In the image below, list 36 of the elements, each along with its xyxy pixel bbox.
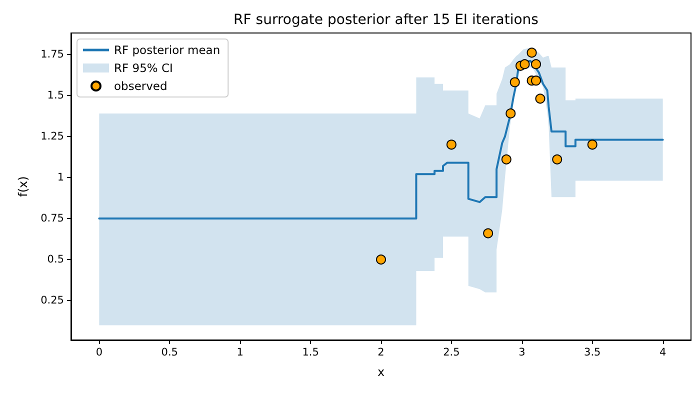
y-tick-label: 0.5 bbox=[47, 254, 64, 266]
y-tick-label: 1.25 bbox=[40, 130, 64, 142]
x-tick-label: 4 bbox=[659, 346, 666, 358]
x-tick-label: 0.5 bbox=[161, 346, 178, 358]
point bbox=[510, 77, 520, 88]
point bbox=[501, 154, 512, 164]
x-tick-label: 1.5 bbox=[302, 346, 319, 358]
x-tick-label: 0 bbox=[96, 346, 103, 358]
x-tick-label: 1 bbox=[236, 346, 244, 358]
point bbox=[531, 76, 541, 86]
chart-title: RF surrogate posterior after 15 EI iterations bbox=[234, 12, 538, 28]
y-tick-label: 0.75 bbox=[40, 212, 64, 225]
x-tick-label: 2.5 bbox=[443, 346, 460, 358]
legend-label: observed bbox=[114, 79, 168, 93]
point bbox=[483, 228, 494, 238]
y-tick-label: 1.75 bbox=[40, 48, 64, 60]
point bbox=[531, 59, 541, 70]
y-tick-label: 0.25 bbox=[40, 294, 64, 307]
point bbox=[552, 154, 562, 164]
point bbox=[376, 254, 386, 265]
y-axis-title: f(x) bbox=[16, 176, 30, 197]
point bbox=[506, 108, 516, 118]
point bbox=[446, 140, 456, 150]
legend-label: RF posterior mean bbox=[114, 43, 220, 57]
x-tick-label: 3 bbox=[518, 346, 526, 358]
x-axis-title: x bbox=[377, 365, 385, 379]
x-tick-label: 3.5 bbox=[584, 346, 601, 358]
y-tick-label: 1.5 bbox=[47, 89, 64, 102]
point bbox=[535, 94, 546, 104]
y-tick-label: 1 bbox=[57, 171, 64, 184]
x-tick-label: 2 bbox=[378, 346, 384, 358]
point bbox=[520, 59, 530, 70]
point bbox=[587, 140, 598, 150]
point bbox=[526, 48, 537, 58]
line-series bbox=[98, 60, 664, 220]
legend-label: RF 95% CI bbox=[114, 61, 173, 75]
